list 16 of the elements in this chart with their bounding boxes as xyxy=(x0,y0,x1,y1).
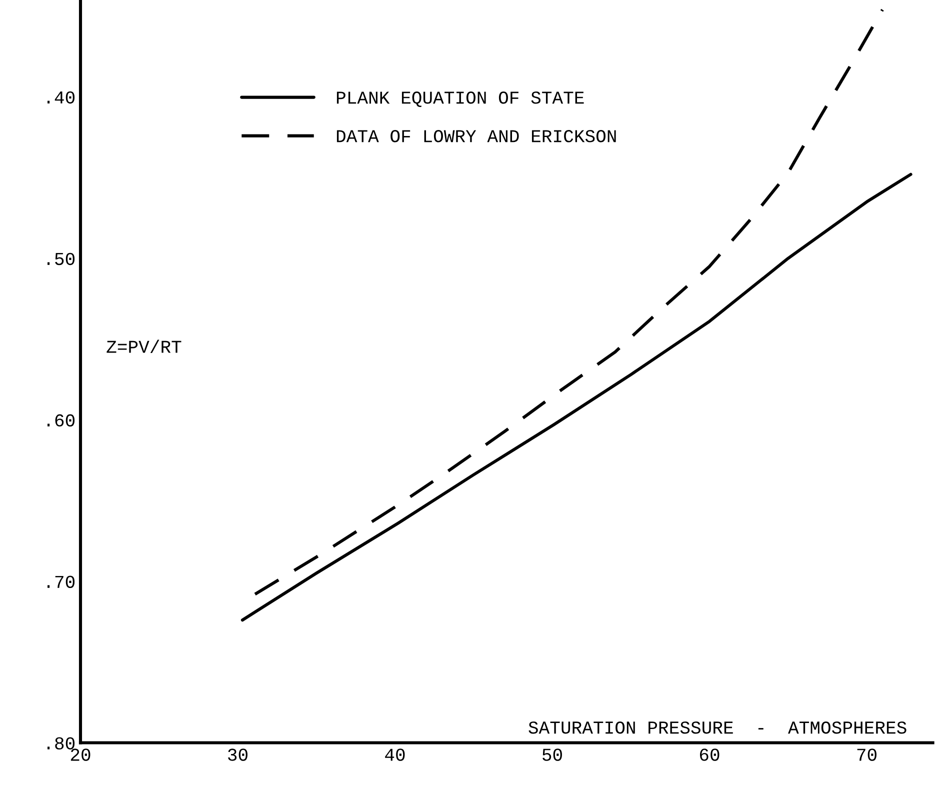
x-tick-label: 30 xyxy=(228,748,248,761)
x-tick-label: 50 xyxy=(542,748,562,761)
x-tick-label: 40 xyxy=(385,748,405,761)
legend-label: DATA OF LOWRY AND ERICKSON xyxy=(336,130,616,142)
y-tick-label: .70 xyxy=(48,576,75,588)
x-axis-title: SATURATION PRESSURE - ATMOSPHERES xyxy=(528,721,906,734)
x-tick-label: 20 xyxy=(70,748,90,761)
legend-label: PLANK EQUATION OF STATE xyxy=(336,92,584,108)
y-tick-label: .50 xyxy=(48,252,75,266)
line-series xyxy=(240,172,912,622)
x-tick-label: 60 xyxy=(700,748,720,761)
y-axis-title: Z=PV/RT xyxy=(106,340,182,353)
y-tick-label: .60 xyxy=(48,414,75,427)
y-tick-label: .40 xyxy=(48,91,75,104)
x-tick-label: 70 xyxy=(857,748,876,761)
y-tick-label: .80 xyxy=(48,737,75,750)
